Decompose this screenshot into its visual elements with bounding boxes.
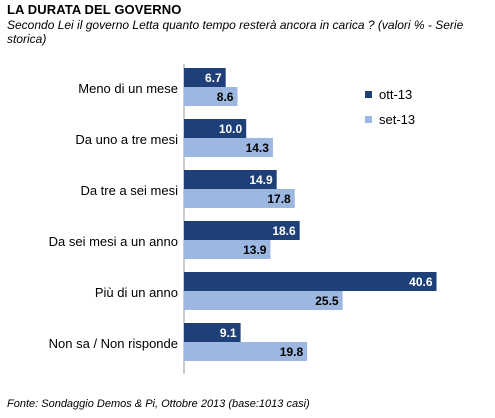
data-label: 10.0 [219, 122, 243, 136]
bar-set-13 [184, 87, 238, 106]
data-label: 17.8 [267, 192, 291, 206]
bar-ott-13 [184, 323, 241, 342]
data-label: 19.8 [280, 345, 304, 359]
data-label: 14.3 [246, 141, 270, 155]
bar-set-13 [184, 240, 271, 259]
data-label: 40.6 [409, 275, 433, 289]
bar-set-13 [184, 342, 308, 361]
bar-ott-13 [184, 272, 437, 291]
category-label: Meno di un mese [78, 81, 178, 96]
bar-set-13 [184, 189, 295, 208]
data-label: 18.6 [272, 224, 296, 238]
data-label: 6.7 [205, 71, 222, 85]
data-label: 25.5 [315, 294, 339, 308]
data-label: 13.9 [243, 243, 267, 257]
bar-ott-13 [184, 221, 300, 240]
chart-source: Fonte: Sondaggio Demos & Pi, Ottobre 201… [7, 398, 310, 410]
bar-set-13 [184, 291, 343, 310]
legend-label-ott-13: ott-13 [379, 87, 412, 102]
category-label: Da sei mesi a un anno [49, 234, 178, 249]
bar-ott-13 [184, 119, 247, 138]
data-label: 8.6 [217, 90, 234, 104]
chart-subtitle: Secondo Lei il governo Letta quanto temp… [7, 18, 464, 46]
bar-set-13 [184, 138, 273, 157]
bar-ott-13 [184, 170, 277, 189]
category-label: Da tre a sei mesi [80, 183, 178, 198]
category-label: Da uno a tre mesi [75, 132, 178, 147]
data-label: 9.1 [220, 326, 237, 340]
chart-title: LA DURATA DEL GOVERNO [7, 2, 182, 17]
legend-swatch-set-13 [365, 116, 372, 123]
bar-ott-13 [184, 68, 226, 87]
category-label: Più di un anno [95, 285, 178, 300]
data-label: 14.9 [249, 173, 273, 187]
legend-label-set-13: set-13 [379, 112, 415, 127]
legend-swatch-ott-13 [365, 91, 372, 98]
category-label: Non sa / Non risponde [49, 336, 178, 351]
